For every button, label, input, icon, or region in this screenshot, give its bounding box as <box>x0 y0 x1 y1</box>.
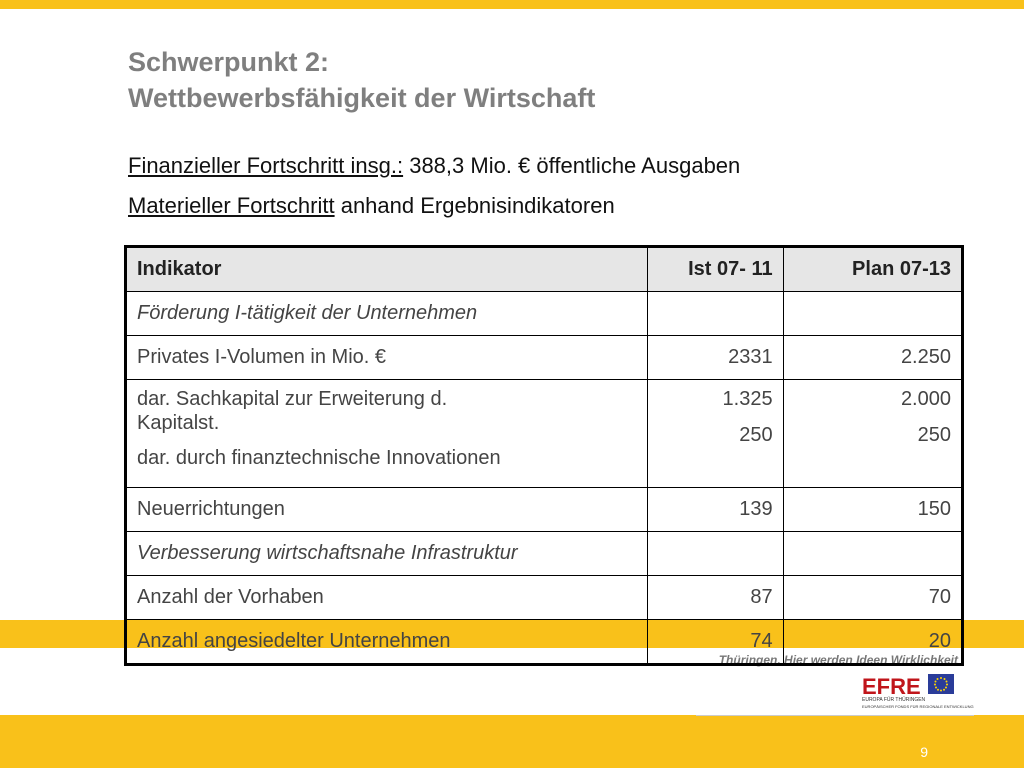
table-row: Anzahl der Vorhaben 87 70 <box>125 575 964 620</box>
header-plan: Plan 07-13 <box>782 246 964 292</box>
plan-value: 70 <box>782 575 964 620</box>
efre-wordmark: EFRE <box>862 674 921 699</box>
bottom-yellow-band <box>0 715 1024 768</box>
table-row: Verbesserung wirtschaftsnahe Infrastrukt… <box>125 531 964 576</box>
table-row: Neuerrichtungen 139 150 <box>125 487 964 532</box>
financial-progress-line: Finanzieller Fortschritt insg.: 388,3 Mi… <box>128 153 740 179</box>
table-row: Anzahl angesiedelter Unternehmen 74 20 <box>125 619 964 665</box>
ist-value: 74 <box>646 619 784 665</box>
table-row: dar. Sachkapital zur Erweiterung d. Kapi… <box>125 379 964 488</box>
plan-value-line: 250 <box>917 424 951 446</box>
empty-cell <box>646 531 784 576</box>
title-line-2: Wettbewerbsfähigkeit der Wirtschaft <box>128 83 596 113</box>
material-progress-line: Materieller Fortschritt anhand Ergebnisi… <box>128 193 615 219</box>
efre-subtitle-1: EUROPA FÜR THÜRINGEN <box>862 697 926 703</box>
indicator-label: Anzahl angesiedelter Unternehmen <box>125 619 648 665</box>
ist-value: 2331 <box>646 335 784 380</box>
indicator-label-line: dar. Sachkapital zur Erweiterung d. <box>137 388 448 410</box>
ist-value: 87 <box>646 575 784 620</box>
ist-value: 1.325 250 <box>646 379 784 488</box>
section-label: Förderung I-tätigkeit der Unternehmen <box>125 291 648 336</box>
indicator-label-line: dar. durch finanztechnische Innovationen <box>137 447 501 469</box>
plan-value: 20 <box>782 619 964 665</box>
plan-value: 2.000 250 <box>782 379 964 488</box>
header-ist: Ist 07- 11 <box>646 246 784 292</box>
financial-progress-text: 388,3 Mio. € öffentliche Ausgaben <box>403 153 741 178</box>
top-accent-band <box>0 0 1024 9</box>
header-indikator: Indikator <box>125 246 648 292</box>
empty-cell <box>646 291 784 336</box>
slide-title: Schwerpunkt 2: Wettbewerbsfähigkeit der … <box>128 44 595 116</box>
indicator-table: Indikator Ist 07- 11 Plan 07-13 Förderun… <box>124 245 964 666</box>
plan-value-line: 2.000 <box>900 388 951 410</box>
eu-flag-icon <box>928 674 954 694</box>
table-header-row: Indikator Ist 07- 11 Plan 07-13 <box>125 246 964 292</box>
table-row: Privates I-Volumen in Mio. € 2331 2.250 <box>125 335 964 380</box>
plan-value: 2.250 <box>782 335 964 380</box>
indicator-label: Privates I-Volumen in Mio. € <box>125 335 648 380</box>
title-line-1: Schwerpunkt 2: <box>128 47 330 77</box>
indicator-label: Anzahl der Vorhaben <box>125 575 648 620</box>
efre-subtitle-2: EUROPÄISCHER FONDS FÜR REGIONALE ENTWICK… <box>862 704 974 709</box>
plan-value: 150 <box>782 487 964 532</box>
empty-cell <box>782 531 964 576</box>
indicator-label: dar. Sachkapital zur Erweiterung d. Kapi… <box>125 379 648 488</box>
ist-value: 139 <box>646 487 784 532</box>
material-progress-text: anhand Ergebnisindikatoren <box>334 193 615 218</box>
indicator-label-line: Kapitalst. <box>137 412 220 434</box>
empty-cell <box>782 291 964 336</box>
material-progress-label: Materieller Fortschritt <box>128 193 335 218</box>
table-row: Förderung I-tätigkeit der Unternehmen <box>125 291 964 336</box>
page-number: 9 <box>920 744 928 760</box>
section-label: Verbesserung wirtschaftsnahe Infrastrukt… <box>125 531 648 576</box>
ist-value-line: 1.325 <box>722 388 773 410</box>
indicator-label: Neuerrichtungen <box>125 487 648 532</box>
ist-value-line: 250 <box>739 424 773 446</box>
financial-progress-label: Finanzieller Fortschritt insg.: <box>128 153 404 178</box>
